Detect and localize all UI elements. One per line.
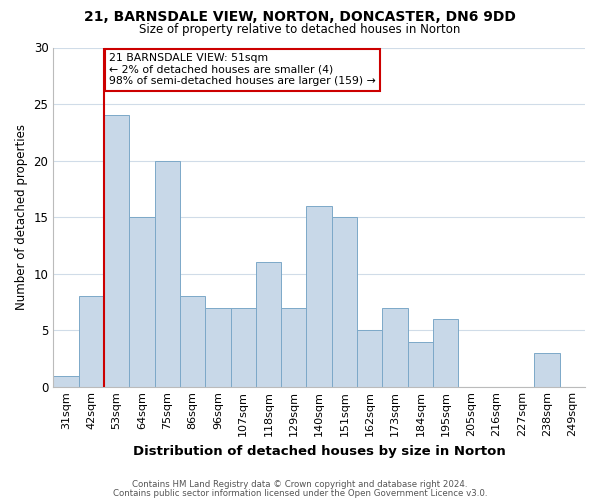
Bar	[129, 217, 155, 387]
Text: Contains HM Land Registry data © Crown copyright and database right 2024.: Contains HM Land Registry data © Crown c…	[132, 480, 468, 489]
Y-axis label: Number of detached properties: Number of detached properties	[15, 124, 28, 310]
Bar	[230, 308, 256, 387]
Bar	[535, 353, 560, 387]
Bar	[53, 376, 79, 387]
Bar	[433, 319, 458, 387]
Bar	[155, 160, 180, 387]
Bar	[256, 262, 281, 387]
Text: Contains public sector information licensed under the Open Government Licence v3: Contains public sector information licen…	[113, 488, 487, 498]
Bar	[104, 116, 129, 387]
X-axis label: Distribution of detached houses by size in Norton: Distribution of detached houses by size …	[133, 444, 506, 458]
Text: 21, BARNSDALE VIEW, NORTON, DONCASTER, DN6 9DD: 21, BARNSDALE VIEW, NORTON, DONCASTER, D…	[84, 10, 516, 24]
Bar	[307, 206, 332, 387]
Bar	[357, 330, 382, 387]
Text: 21 BARNSDALE VIEW: 51sqm
← 2% of detached houses are smaller (4)
98% of semi-det: 21 BARNSDALE VIEW: 51sqm ← 2% of detache…	[109, 53, 376, 86]
Bar	[281, 308, 307, 387]
Bar	[79, 296, 104, 387]
Bar	[180, 296, 205, 387]
Text: Size of property relative to detached houses in Norton: Size of property relative to detached ho…	[139, 22, 461, 36]
Bar	[408, 342, 433, 387]
Bar	[205, 308, 230, 387]
Bar	[382, 308, 408, 387]
Bar	[332, 217, 357, 387]
